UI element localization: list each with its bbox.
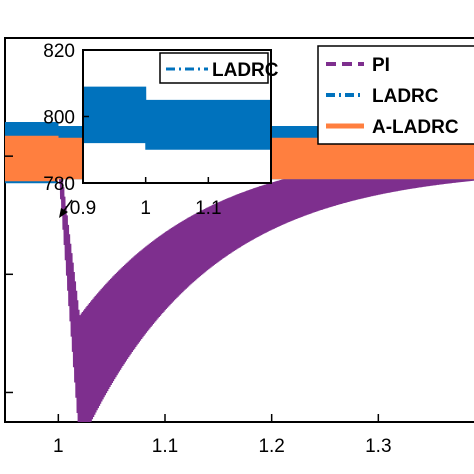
inset-chart: 0.9 1 1.1 780 800 820 LADRC	[43, 41, 278, 219]
inset-x-tick-label: 1	[140, 198, 151, 219]
inset-x-axis: 0.9 1 1.1	[70, 177, 222, 219]
main-x-tick-label: 1.1	[152, 436, 178, 457]
disturbance-arrow	[59, 199, 73, 218]
inset-series-line-ladrc	[83, 86, 271, 150]
inset-y-axis: 780 800 820	[43, 41, 89, 195]
inset-y-tick-label: 800	[43, 108, 75, 129]
main-x-tick-label: 1.3	[365, 436, 391, 457]
inset-x-tick-label: 0.9	[70, 198, 96, 219]
series-line-pi	[5, 141, 474, 422]
legend-label-pi: PI	[372, 55, 390, 76]
inset-y-tick-label: 780	[43, 174, 75, 195]
legend-label-ladrc: LADRC	[372, 86, 439, 107]
legend-label-aladrc: A-LADRC	[372, 117, 459, 138]
main-x-tick-label: 1.2	[258, 436, 284, 457]
inset-x-tick-label: 1.1	[195, 198, 221, 219]
main-x-axis: 1 1.1 1.2 1.3	[53, 414, 392, 457]
inset-legend: LADRC	[159, 52, 279, 84]
inset-legend-label-ladrc: LADRC	[212, 60, 279, 81]
inset-y-tick-label: 820	[43, 41, 75, 62]
main-y-axis	[5, 155, 13, 394]
inset-plot-area	[83, 86, 271, 150]
main-axes-frame	[4, 37, 474, 423]
main-legend: PI LADRC A-LADRC	[317, 45, 474, 145]
main-x-tick-label: 1	[53, 436, 64, 457]
inset-legend-box	[159, 52, 269, 84]
